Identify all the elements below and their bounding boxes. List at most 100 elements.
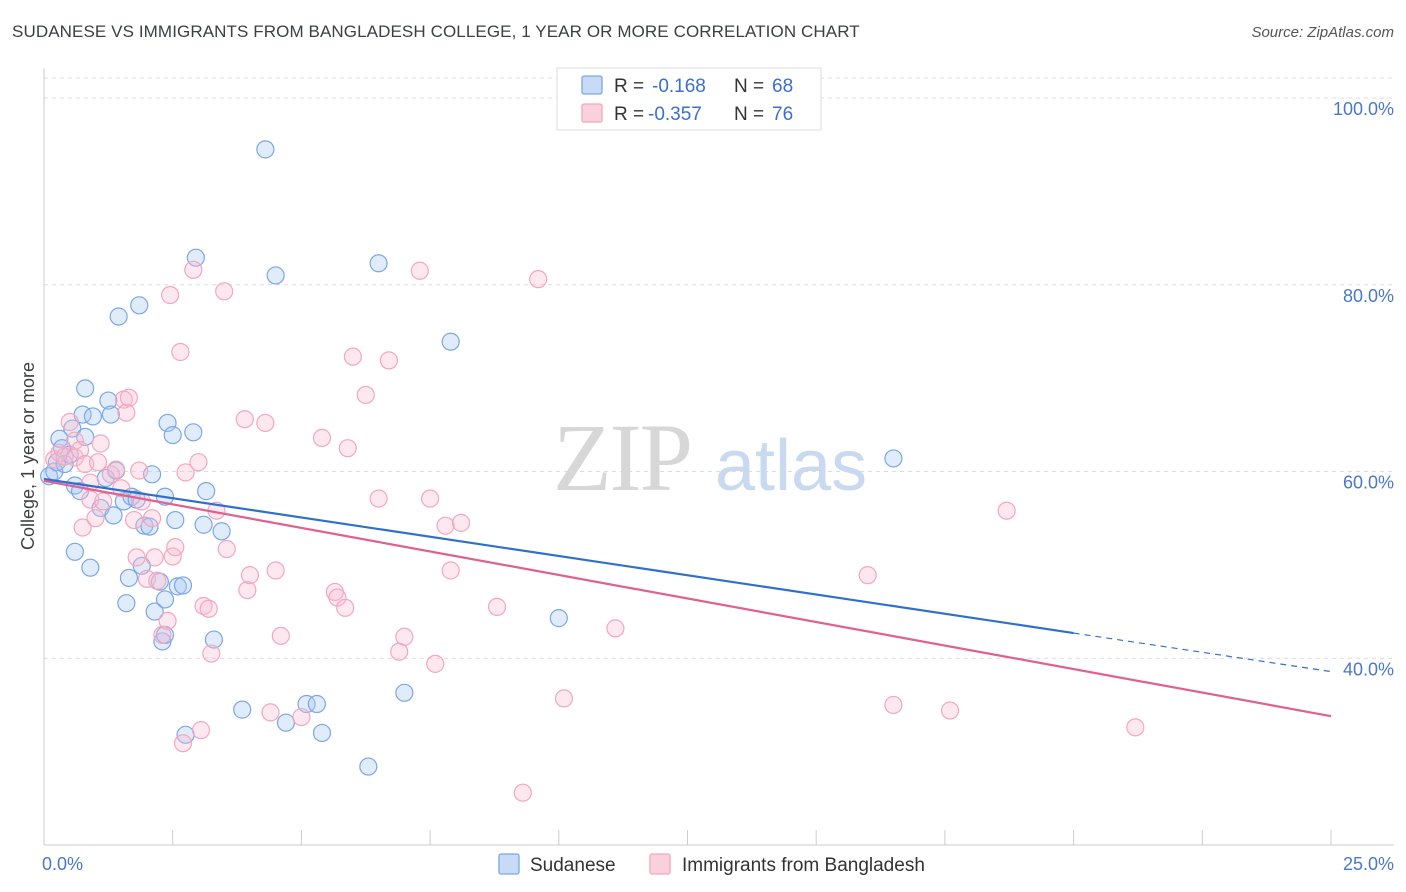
bangladesh-point-7 (73, 518, 92, 537)
sudanese-point-45 (184, 423, 203, 442)
sudanese-point-14 (81, 558, 100, 577)
sudanese-point-12 (76, 379, 95, 398)
legend-r-label-1: R = (614, 76, 644, 97)
legend-n-label-1: N = (734, 76, 764, 97)
sudanese-point-51 (233, 700, 252, 719)
bangladesh-point-61 (369, 489, 388, 508)
sudanese-point-30 (135, 516, 154, 535)
sudanese-point-25 (119, 568, 139, 588)
sudanese-point-22 (109, 307, 128, 326)
sudanese-point-18 (99, 391, 118, 410)
y-tick-labels: 40.0% 60.0% 80.0% 100.0% (1333, 99, 1394, 679)
legend: R = -0.168 N = 68 R = -0.357 N = 76 (556, 67, 822, 131)
sudanese-point-58 (359, 757, 378, 776)
legend-n-value-1: 68 (772, 76, 793, 97)
y-tick-label-1: 60.0% (1343, 473, 1394, 493)
sudanese-point-15 (83, 407, 103, 426)
watermark-zip: ZIP (553, 404, 691, 511)
sudanese-trend-extension (1073, 632, 1332, 673)
bangladesh-point-50 (261, 703, 280, 722)
series-bangladesh-points (45, 260, 1145, 802)
sudanese-point-52 (256, 140, 275, 159)
bangladesh-point-78 (940, 701, 960, 720)
sudanese-point-53 (266, 266, 285, 285)
bangladesh-point-77 (884, 695, 903, 715)
bangladesh-point-69 (441, 561, 460, 580)
sudanese-point-42 (168, 577, 187, 596)
bangladesh-point-46 (235, 410, 254, 429)
bangladesh-point-72 (513, 783, 532, 802)
sudanese-point-20 (104, 506, 123, 525)
bangladesh-point-33 (166, 538, 185, 557)
bangladesh-point-26 (143, 509, 162, 528)
legend-r-value-1: -0.168 (652, 76, 706, 97)
legend-n-label-2: N = (734, 104, 764, 125)
sudanese-point-50 (212, 522, 231, 541)
bangladesh-point-75 (606, 619, 625, 638)
bottom-legend-label-bangladesh: Immigrants from Bangladesh (682, 855, 925, 876)
bangladesh-point-44 (215, 282, 234, 301)
bangladesh-point-67 (426, 654, 445, 673)
bangladesh-point-31 (161, 285, 180, 305)
bangladesh-point-36 (176, 463, 195, 482)
bottom-legend: Sudanese Immigrants from Bangladesh (498, 853, 925, 876)
bangladesh-point-64 (395, 627, 414, 646)
bangladesh-point-45 (217, 539, 236, 559)
sudanese-trend-line (43, 477, 1074, 635)
sudanese-point-57 (312, 723, 332, 743)
bangladesh-point-73 (529, 270, 548, 289)
bangladesh-point-11 (86, 509, 105, 528)
sudanese-point-9 (65, 542, 84, 561)
sudanese-point-19 (101, 405, 121, 424)
bangladesh-point-21 (124, 510, 144, 530)
sudanese-point-49 (204, 630, 223, 649)
x-tick-label-max: 25.0% (1343, 854, 1394, 874)
bangladesh-point-80 (1126, 718, 1145, 737)
bottom-legend-swatch-bangladesh (649, 853, 671, 875)
bangladesh-point-70 (451, 513, 471, 532)
bottom-legend-swatch-sudanese (498, 853, 520, 875)
bangladesh-point-39 (191, 721, 211, 740)
bottom-legend-label-sudanese: Sudanese (530, 855, 616, 876)
bangladesh-point-65 (410, 261, 429, 280)
source-credit: Source: ZipAtlas.com (1251, 24, 1394, 41)
sudanese-point-43 (173, 576, 193, 595)
y-tick-label-2: 80.0% (1343, 286, 1394, 306)
axes (43, 68, 1394, 846)
bangladesh-point-12 (88, 453, 108, 472)
bangladesh-point-57 (336, 598, 355, 617)
legend-swatch-bangladesh (581, 103, 603, 123)
bangladesh-point-74 (554, 689, 574, 708)
bangladesh-point-20 (119, 388, 139, 407)
bangladesh-point-52 (271, 626, 290, 645)
sudanese-point-24 (117, 594, 136, 613)
watermark-atlas: atlas (715, 426, 867, 506)
sudanese-point-47 (194, 515, 213, 534)
sudanese-point-28 (130, 296, 149, 315)
sudanese-point-61 (441, 332, 460, 351)
bangladesh-point-59 (343, 347, 362, 366)
sudanese-point-60 (395, 683, 414, 702)
bangladesh-point-38 (189, 453, 208, 472)
bangladesh-point-60 (356, 385, 375, 405)
bangladesh-point-29 (153, 625, 172, 645)
bangladesh-point-79 (997, 501, 1016, 520)
bangladesh-point-42 (202, 644, 221, 663)
bangladesh-point-19 (117, 403, 136, 422)
bangladesh-point-53 (292, 707, 311, 727)
bangladesh-point-48 (240, 566, 260, 585)
bangladesh-point-35 (173, 734, 193, 753)
watermark: ZIP atlas (553, 404, 867, 511)
bangladesh-point-71 (487, 597, 507, 616)
bangladesh-point-66 (421, 489, 440, 508)
y-tick-label-3: 100.0% (1333, 99, 1394, 119)
bangladesh-point-16 (106, 460, 126, 479)
bangladesh-point-37 (184, 260, 203, 279)
sudanese-point-40 (163, 425, 182, 445)
bangladesh-point-47 (238, 580, 257, 600)
bangladesh-point-51 (266, 561, 285, 580)
y-tick-label-0: 40.0% (1343, 659, 1394, 679)
chart-title: SUDANESE VS IMMIGRANTS FROM BANGLADESH C… (12, 22, 860, 41)
bangladesh-point-14 (94, 492, 113, 511)
